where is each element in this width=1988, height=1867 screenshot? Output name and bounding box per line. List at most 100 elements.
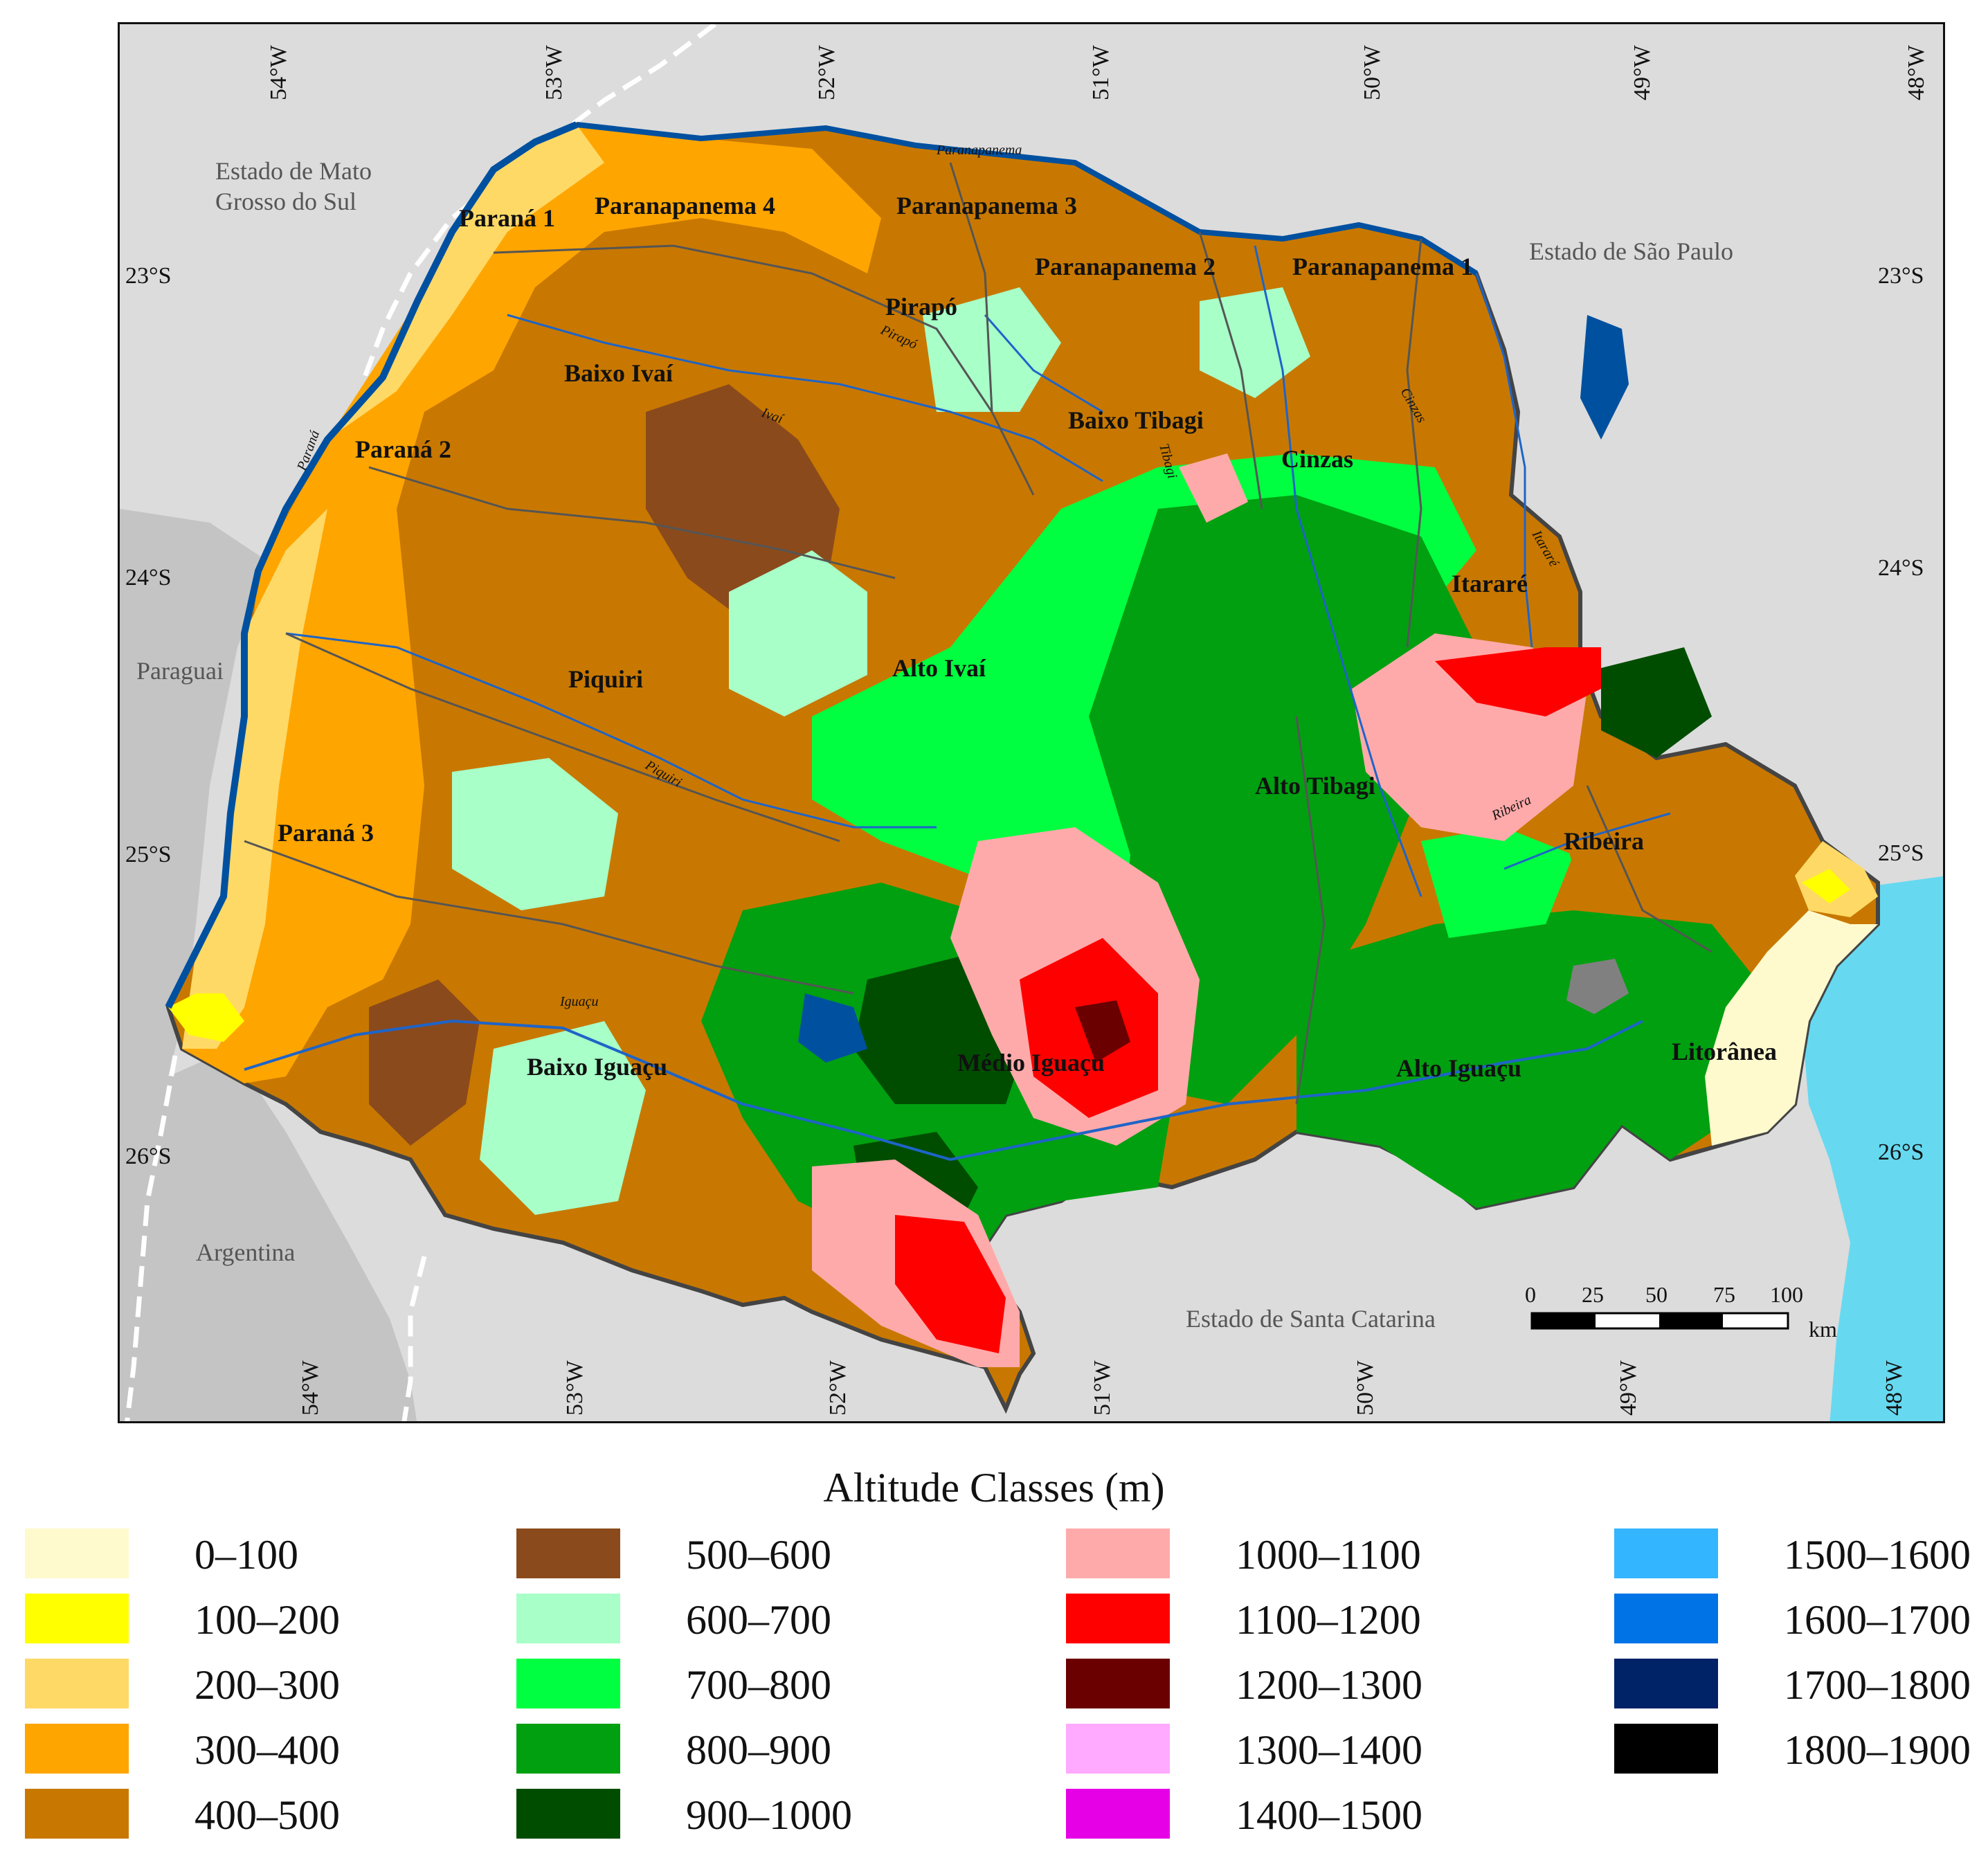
basin-parana1: Paraná 1 — [459, 204, 555, 232]
argentina-territory — [168, 1049, 417, 1421]
legend-label: 1500–1600 — [1784, 1532, 1971, 1578]
legend-label: 300–400 — [195, 1727, 340, 1773]
legend-swatch — [516, 1659, 620, 1708]
basin-medio-iguacu: Médio Iguaçu — [957, 1049, 1105, 1076]
legend-swatch — [1066, 1789, 1170, 1839]
map-canvas: 54°W 53°W 52°W 51°W 50°W 49°W 48°W 54°W … — [120, 24, 1943, 1421]
basin-ribeira: Ribeira — [1564, 827, 1644, 855]
river-ribeira — [1503, 812, 1671, 870]
scale-tick-25: 25 — [1582, 1282, 1604, 1307]
legend-label: 500–600 — [686, 1532, 831, 1578]
legend-swatch — [1066, 1724, 1170, 1774]
basin-paranapanema4: Paranapanema 4 — [595, 192, 775, 219]
lon-top-51: 51°W — [1088, 44, 1114, 100]
river-label-paranapanema: Paranapanema — [936, 143, 1022, 158]
lon-top-50: 50°W — [1359, 44, 1385, 100]
legend-label: 800–900 — [686, 1727, 831, 1773]
legend-swatch — [25, 1528, 129, 1578]
legend-swatch — [25, 1659, 129, 1708]
legend-label: 1600–1700 — [1784, 1597, 1971, 1643]
river-iguacu — [244, 1019, 1643, 1162]
scale-tick-50: 50 — [1645, 1282, 1668, 1307]
river-parana — [165, 121, 578, 1009]
label-mato-grosso-2: Grosso do Sul — [215, 188, 356, 215]
lon-bottom-51: 51°W — [1090, 1360, 1115, 1416]
legend-label: 1400–1500 — [1236, 1792, 1422, 1838]
lon-bottom-52: 52°W — [825, 1360, 851, 1416]
border-dashed-3 — [401, 1256, 427, 1421]
scale-bar: 0 25 50 75 100 km — [1525, 1282, 1837, 1342]
lat-left-24: 24°S — [125, 565, 172, 590]
urban-area — [1566, 959, 1629, 1014]
lat-right-23: 23°S — [1878, 263, 1924, 289]
scale-tick-100: 100 — [1770, 1282, 1803, 1307]
legend-label: 1800–1900 — [1784, 1727, 1971, 1773]
label-santa-catarina: Estado de Santa Catarina — [1186, 1305, 1436, 1333]
basin-paranapanema1: Paranapanema 1 — [1292, 253, 1473, 280]
basin-alto-ivai: Alto Ivaí — [892, 654, 986, 682]
lon-top-54: 54°W — [266, 44, 291, 100]
river-paranapanema — [576, 122, 1479, 276]
label-paraguai: Paraguai — [136, 657, 224, 685]
legend-label: 0–100 — [195, 1532, 298, 1578]
basin-baixo-ivai: Baixo Ivaí — [564, 359, 674, 387]
lat-left-23: 23°S — [125, 263, 172, 289]
border-dashed-2 — [125, 1055, 178, 1421]
river-tibagi — [1254, 245, 1422, 897]
lon-bottom-49: 49°W — [1616, 1360, 1641, 1416]
river-ivai — [507, 314, 1103, 482]
lon-top-52: 52°W — [814, 44, 840, 100]
paraguai-territory — [120, 509, 272, 1421]
legend-label: 600–700 — [686, 1597, 831, 1643]
river-label-iguacu: Iguaçu — [559, 994, 599, 1009]
legend-label: 1700–1800 — [1784, 1662, 1971, 1708]
zone-600-700-c — [480, 1021, 646, 1215]
lon-bottom-53: 53°W — [562, 1360, 588, 1416]
lat-right-25: 25°S — [1878, 840, 1924, 866]
zone-1200-1300-south — [1075, 1000, 1130, 1063]
basin-paranapanema3: Paranapanema 3 — [896, 192, 1077, 219]
label-mato-grosso-1: Estado de Mato — [215, 157, 372, 185]
reservoir-iguacu — [798, 993, 867, 1063]
ocean — [1795, 876, 1943, 1421]
zone-600-700-d — [923, 287, 1061, 412]
basin-parana2: Paraná 2 — [355, 435, 451, 463]
scale-unit: km — [1809, 1317, 1837, 1342]
zone-100-200-sw — [168, 993, 244, 1042]
basin-baixo-tibagi: Baixo Tibagi — [1068, 406, 1204, 434]
legend-swatch — [516, 1724, 620, 1774]
zone-1000-1100-north — [1179, 453, 1248, 523]
legend-swatch — [1066, 1659, 1170, 1708]
basin-baixo-iguacu: Baixo Iguaçu — [527, 1053, 667, 1081]
legend-swatch — [1614, 1528, 1718, 1578]
legend-swatch — [1066, 1594, 1170, 1643]
basin-itarare: Itararé — [1452, 570, 1528, 597]
reservoir-north — [1580, 315, 1629, 440]
basin-parana3: Paraná 3 — [278, 819, 374, 847]
basin-alto-tibagi: Alto Tibagi — [1255, 772, 1375, 800]
river-pirapo — [984, 314, 1103, 413]
label-argentina: Argentina — [196, 1238, 295, 1266]
legend-swatch — [1066, 1528, 1170, 1578]
legend-label: 1200–1300 — [1236, 1662, 1422, 1708]
basin-piquiri: Piquiri — [568, 665, 643, 693]
basin-boundaries — [244, 162, 1713, 1105]
legend-swatch — [25, 1594, 129, 1643]
legend-label: 1300–1400 — [1236, 1727, 1422, 1773]
legend-label: 1000–1100 — [1236, 1532, 1421, 1578]
scale-tick-75: 75 — [1713, 1282, 1735, 1307]
lon-bottom-50: 50°W — [1353, 1360, 1378, 1416]
zone-400-500-ribeira — [1560, 800, 1684, 883]
lat-left-26: 26°S — [125, 1144, 172, 1169]
legend-swatch — [516, 1789, 620, 1839]
river-piquiri — [285, 632, 937, 829]
zone-600-700-a — [729, 550, 867, 716]
legend-title: Altitude Classes (m) — [823, 1465, 1165, 1510]
basin-pirapo: Pirapó — [885, 293, 957, 321]
legend-label: 400–500 — [195, 1792, 340, 1838]
zone-900-1000-b — [1601, 647, 1712, 758]
legend-swatch — [1614, 1594, 1718, 1643]
label-sao-paulo: Estado de São Paulo — [1529, 237, 1733, 265]
zone-100-200-coast — [1802, 869, 1850, 903]
lat-left-25: 25°S — [125, 842, 172, 867]
